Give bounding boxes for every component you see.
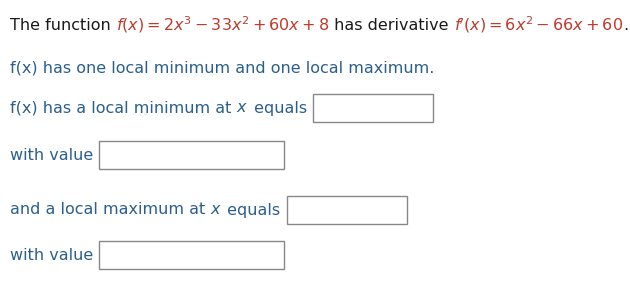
Text: $f(x) = 2x^3 - 33x^2 + 60x + 8$: $f(x) = 2x^3 - 33x^2 + 60x + 8$: [116, 15, 329, 35]
Bar: [100, 141, 284, 169]
Text: .: .: [623, 17, 628, 33]
Text: $f{'}(x) = 6x^2 - 66x + 60$: $f{'}(x) = 6x^2 - 66x + 60$: [454, 15, 623, 35]
Text: equals: equals: [222, 202, 280, 218]
Text: $x$: $x$: [210, 202, 222, 218]
Text: The function: The function: [10, 17, 116, 33]
Text: with value: with value: [10, 247, 93, 263]
Text: f(x) has one local minimum and one local maximum.: f(x) has one local minimum and one local…: [10, 60, 434, 75]
Text: equals: equals: [248, 101, 307, 115]
Text: f(x) has a local minimum at: f(x) has a local minimum at: [10, 101, 236, 115]
Text: has derivative: has derivative: [329, 17, 454, 33]
Text: and a local maximum at: and a local maximum at: [10, 202, 210, 218]
Bar: [287, 196, 406, 224]
Text: $x$: $x$: [236, 99, 248, 117]
Bar: [100, 241, 284, 269]
Text: with value: with value: [10, 147, 93, 163]
Bar: [312, 94, 433, 122]
